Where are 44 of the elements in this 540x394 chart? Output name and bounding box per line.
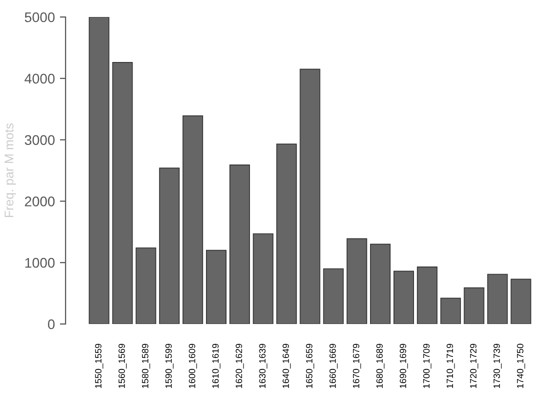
y-tick-label: 5000 bbox=[24, 12, 55, 22]
y-tick-label: 1000 bbox=[25, 258, 55, 268]
bar bbox=[370, 244, 391, 324]
bar bbox=[136, 247, 156, 324]
x-tick-label: 1660_1669 bbox=[329, 344, 338, 388]
y-tick-label: 4000 bbox=[24, 74, 55, 84]
y-tick-label: 0 bbox=[48, 319, 55, 330]
x-tick-label: 1550_1559 bbox=[95, 344, 104, 388]
bar bbox=[487, 274, 508, 324]
bar bbox=[88, 17, 110, 324]
bar bbox=[510, 278, 532, 324]
x-tick-label: 1710_1719 bbox=[446, 344, 455, 388]
bar bbox=[346, 238, 368, 324]
x-tick-label: 1610_1619 bbox=[212, 344, 220, 388]
y-tick-label: 3000 bbox=[24, 135, 55, 145]
bar bbox=[276, 144, 297, 324]
x-tick-label: 1560_1569 bbox=[118, 344, 127, 388]
bar bbox=[229, 164, 250, 324]
bar bbox=[300, 68, 320, 324]
bar bbox=[182, 115, 204, 324]
y-tick-label: 2000 bbox=[24, 196, 55, 206]
bar bbox=[112, 62, 133, 324]
x-tick-label: 1690_1699 bbox=[400, 344, 408, 388]
x-tick-label: 1600_1609 bbox=[188, 344, 197, 388]
x-tick-label: 1720_1729 bbox=[470, 344, 478, 388]
bar bbox=[206, 250, 227, 324]
bar bbox=[464, 287, 484, 324]
x-tick-label: 1580_1589 bbox=[142, 344, 150, 388]
x-tick-label: 1640_1649 bbox=[282, 344, 291, 388]
x-tick-label: 1700_1709 bbox=[423, 344, 432, 388]
bar bbox=[393, 270, 414, 324]
bar bbox=[159, 168, 180, 324]
x-tick-label: 1670_1679 bbox=[352, 344, 362, 388]
x-tick-label: 1620_1629 bbox=[236, 344, 244, 388]
bar bbox=[252, 233, 274, 324]
x-tick-label: 1630_1639 bbox=[259, 344, 268, 388]
bar bbox=[440, 298, 461, 324]
x-tick-label: 1650_1659 bbox=[306, 344, 314, 388]
x-tick-label: 1730_1739 bbox=[494, 344, 502, 388]
x-tick-label: 1740_1750 bbox=[516, 344, 526, 388]
bar bbox=[323, 268, 344, 324]
x-tick-label: 1590_1599 bbox=[165, 344, 174, 388]
x-tick-label: 1680_1689 bbox=[376, 344, 384, 388]
bar bbox=[416, 266, 438, 324]
